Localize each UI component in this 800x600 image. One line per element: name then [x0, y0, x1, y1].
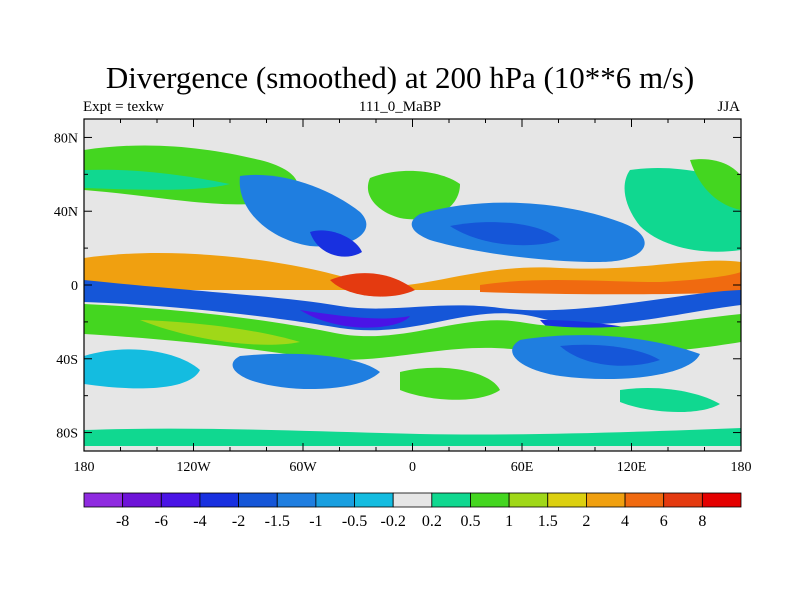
colorbar-label: -2	[232, 513, 245, 530]
x-tick-label: 120W	[176, 460, 211, 475]
x-tick-label: 180	[731, 460, 752, 475]
field-south-positive	[620, 387, 720, 413]
colorbar-swatch	[586, 492, 626, 508]
colorbar-swatch	[83, 492, 124, 508]
colorbar-label: 2	[582, 513, 590, 530]
colorbar-label: -6	[155, 513, 168, 530]
colorbar-label: -8	[116, 513, 129, 530]
y-tick-label: 0	[71, 279, 78, 294]
field-south-strong-negative	[560, 344, 660, 366]
x-tick-label: 120E	[617, 460, 647, 475]
season-label: JJA	[717, 99, 740, 115]
x-tick-label: 180	[74, 460, 95, 475]
field-south-negative	[232, 353, 380, 390]
field-north-negative	[239, 174, 367, 247]
x-tick-label: 60E	[511, 460, 534, 475]
colorbar-label: 1	[505, 513, 513, 530]
y-tick-label: 80S	[56, 427, 78, 442]
field-band-strong-negative	[300, 310, 410, 328]
colorbar: -8 -6 -4 -2 -1.5 -1 -0.5 -0.2 0.2 0.5 1 1.5 2 4 6 8	[83, 492, 742, 530]
x-tick-label: 60W	[289, 460, 317, 475]
colorbar-swatch	[701, 492, 742, 508]
colorbar-label: -1.5	[265, 513, 290, 530]
chart-title: Divergence (smoothed) at 200 hPa (10**6 …	[105, 60, 695, 95]
field-south-negative	[84, 349, 200, 389]
colorbar-swatch	[122, 492, 162, 508]
colorbar-label: 4	[621, 513, 629, 530]
colorbar-label: 6	[660, 513, 668, 530]
colorbar-swatch	[508, 492, 549, 508]
colorbar-label: 0.5	[460, 513, 480, 530]
colorbar-swatch	[470, 492, 510, 508]
y-tick-label: 80N	[54, 131, 78, 146]
experiment-label: Expt = texkw	[83, 99, 164, 115]
colorbar-swatch	[160, 492, 201, 508]
axis-ticks: 180 120W 60W 0 60E 120E 180 80N 40N 0 40S 80S	[54, 119, 752, 475]
field-north-negative	[310, 230, 362, 257]
colorbar-label: -1	[309, 513, 322, 530]
y-tick-label: 40S	[56, 353, 78, 368]
colorbar-label: 1.5	[538, 513, 558, 530]
colorbar-label: -0.2	[381, 513, 406, 530]
colorbar-swatch	[431, 492, 471, 508]
y-tick-label: 40N	[54, 205, 78, 220]
field-north-positive	[690, 159, 741, 210]
colorbar-swatch	[315, 492, 355, 508]
field-polar-band	[84, 428, 741, 446]
divergence-field	[84, 145, 741, 446]
colorbar-label: -0.5	[342, 513, 367, 530]
colorbar-swatch	[354, 492, 394, 508]
field-band-strong-positive	[480, 272, 741, 295]
field-band-equator-negative	[84, 280, 741, 331]
colorbar-label: -4	[193, 513, 206, 530]
field-band-strong-positive	[330, 273, 415, 297]
colorbar-swatch	[663, 492, 703, 508]
colorbar-label: 8	[698, 513, 706, 530]
colorbar-swatch	[624, 492, 665, 508]
field-south-positive	[400, 367, 500, 400]
colorbar-swatch	[276, 492, 317, 508]
colorbar-swatch	[238, 492, 278, 508]
field-north-negative	[450, 222, 560, 246]
time-label: 111_0_MaBP	[358, 99, 442, 115]
field-band-positive-south	[140, 320, 300, 345]
colorbar-swatch	[392, 492, 433, 508]
x-tick-label: 0	[409, 460, 416, 475]
colorbar-label: 0.2	[422, 513, 442, 530]
colorbar-swatch	[199, 492, 239, 508]
field-north-positive	[367, 170, 460, 220]
field-north-positive	[84, 169, 230, 190]
colorbar-swatch	[547, 492, 587, 508]
